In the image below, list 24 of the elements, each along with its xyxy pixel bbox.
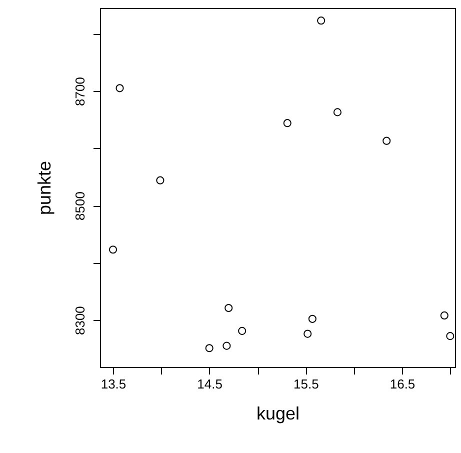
point xyxy=(108,246,118,254)
x-axis-title: kugel xyxy=(256,404,300,424)
point xyxy=(283,119,292,128)
point xyxy=(304,330,312,338)
point xyxy=(224,304,233,312)
point xyxy=(205,344,214,352)
point xyxy=(308,314,316,323)
y-tick-label: 8300 xyxy=(72,306,88,336)
y-axis-title: punkte xyxy=(34,160,54,216)
point xyxy=(382,136,391,145)
point xyxy=(156,176,164,184)
x-tick-label: 13.5 xyxy=(100,376,126,392)
y-tick-label: 8700 xyxy=(72,77,88,106)
point xyxy=(222,342,231,350)
point xyxy=(446,332,454,340)
x-tick-label: 14.5 xyxy=(197,376,222,392)
point xyxy=(317,16,326,25)
point xyxy=(238,326,246,335)
point xyxy=(116,84,124,92)
x-tick-label: 15.5 xyxy=(294,376,319,392)
point xyxy=(333,108,342,116)
x-tick-label: 16.5 xyxy=(390,376,416,392)
y-tick-label: 8500 xyxy=(72,192,88,220)
point xyxy=(440,311,448,320)
